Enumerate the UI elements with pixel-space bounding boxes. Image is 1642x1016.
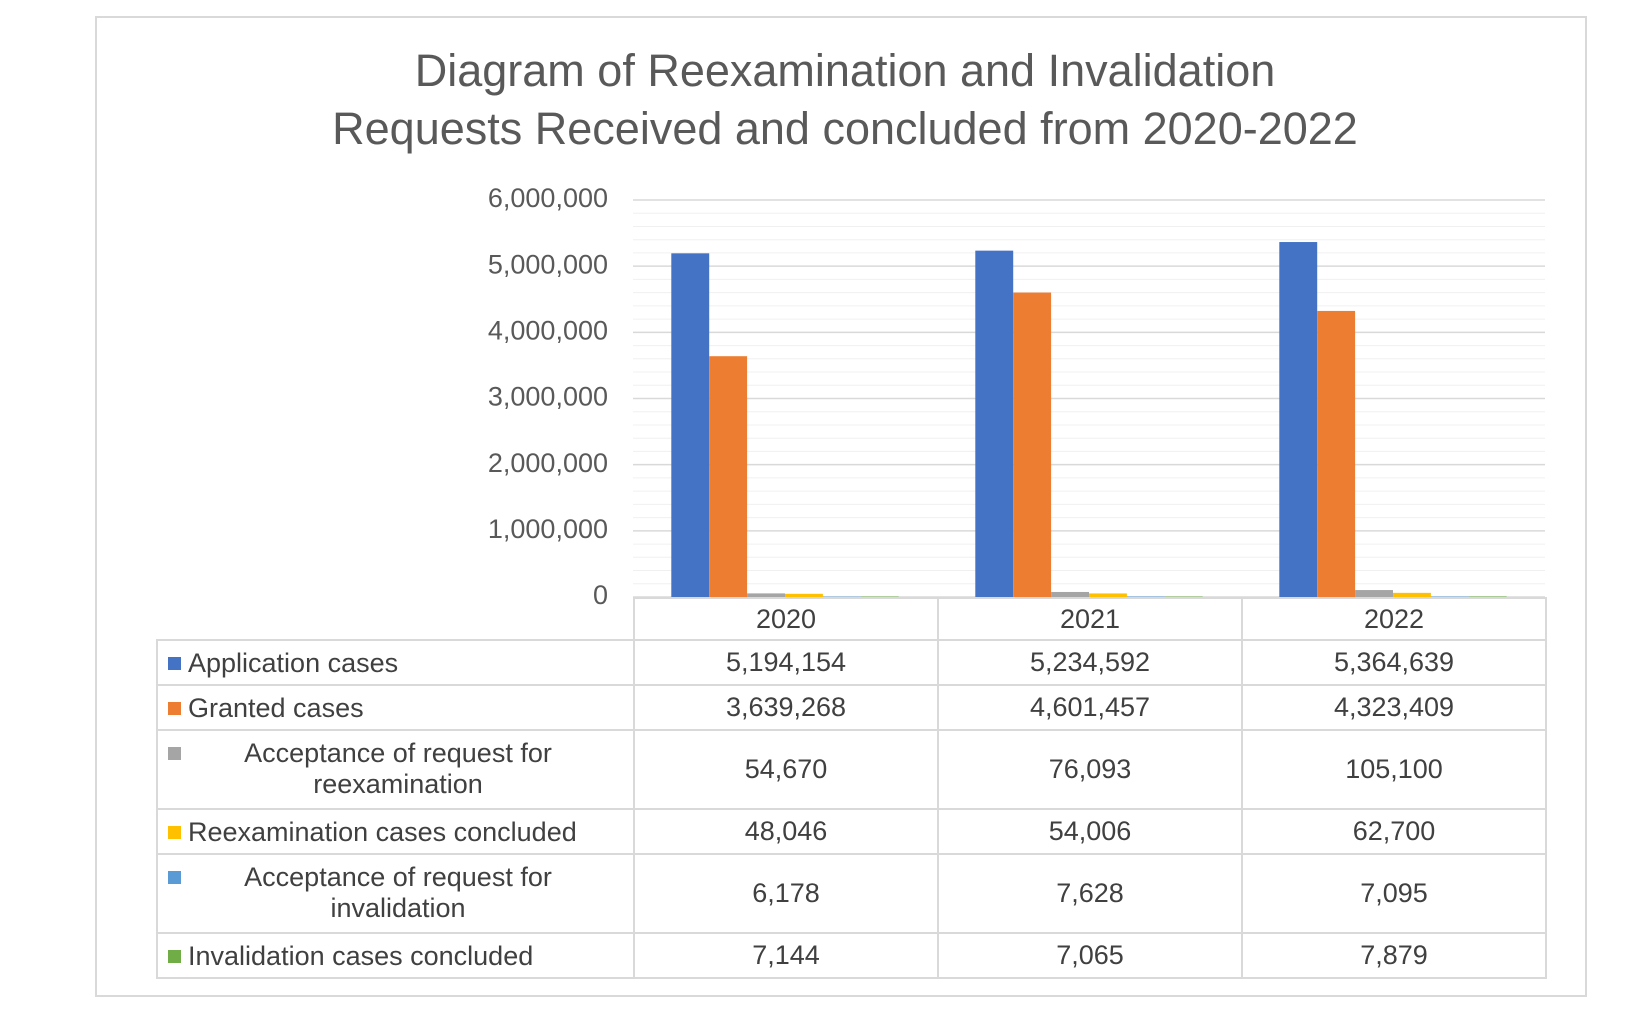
data-label: 7,628 xyxy=(937,853,1243,934)
bar xyxy=(1317,310,1356,597)
legend-label: Application cases xyxy=(188,648,399,678)
legend-label: Acceptance of request for invalidation xyxy=(244,862,552,923)
bar xyxy=(1468,596,1507,597)
x-tick-label: 2022 xyxy=(1241,597,1547,641)
bar xyxy=(1126,596,1165,597)
data-label: 7,065 xyxy=(937,932,1243,979)
data-label: 6,178 xyxy=(633,853,939,934)
legend-swatch xyxy=(168,871,181,884)
data-label: 62,700 xyxy=(1241,808,1547,855)
data-label: 76,093 xyxy=(937,729,1243,810)
y-tick-label: 4,000,000 xyxy=(488,315,608,345)
bar xyxy=(1013,292,1052,597)
data-label: 4,601,457 xyxy=(937,684,1243,731)
data-label: 3,639,268 xyxy=(633,684,939,731)
legend-label: Acceptance of request for reexamination xyxy=(244,738,552,799)
legend-entry: Acceptance of request for reexamination xyxy=(156,729,635,810)
chart-frame xyxy=(95,16,1587,997)
legend-label: Granted cases xyxy=(188,693,364,723)
bar xyxy=(1051,591,1089,597)
bar xyxy=(1279,242,1318,597)
legend-entry: Granted cases xyxy=(156,684,635,731)
data-label: 7,879 xyxy=(1241,932,1547,979)
y-tick-label: 5,000,000 xyxy=(488,249,608,279)
legend-entry: Reexamination cases concluded xyxy=(156,808,635,855)
data-label: 54,006 xyxy=(937,808,1243,855)
legend-entry: Acceptance of request for invalidation xyxy=(156,853,635,934)
chart-title: Diagram of Reexamination and Invalidatio… xyxy=(332,45,1358,154)
data-label: 54,670 xyxy=(633,729,939,810)
x-tick-label: 2021 xyxy=(937,597,1243,641)
y-tick-label: 6,000,000 xyxy=(488,183,608,213)
bar xyxy=(709,356,748,597)
y-tick-label: 0 xyxy=(593,580,608,610)
legend-entry: Invalidation cases concluded xyxy=(156,932,635,979)
y-tick-label: 3,000,000 xyxy=(488,382,608,412)
legend-label: Invalidation cases concluded xyxy=(188,941,534,971)
bar xyxy=(747,593,785,597)
bar xyxy=(1089,593,1127,597)
data-label: 5,194,154 xyxy=(633,639,939,686)
data-label: 48,046 xyxy=(633,808,939,855)
data-label: 7,095 xyxy=(1241,853,1547,934)
legend-entry: Application cases xyxy=(156,639,635,686)
y-tick-label: 2,000,000 xyxy=(488,448,608,478)
legend-swatch xyxy=(168,702,181,715)
legend-swatch xyxy=(168,747,181,760)
data-label: 4,323,409 xyxy=(1241,684,1547,731)
data-label: 105,100 xyxy=(1241,729,1547,810)
legend-swatch xyxy=(168,657,181,670)
data-label: 5,364,639 xyxy=(1241,639,1547,686)
bar xyxy=(975,250,1014,597)
bar xyxy=(785,593,823,597)
x-tick-label: 2020 xyxy=(633,597,939,641)
legend-label: Reexamination cases concluded xyxy=(188,817,577,847)
bar xyxy=(671,253,710,598)
legend-swatch xyxy=(168,826,181,839)
y-tick-label: 1,000,000 xyxy=(488,514,608,544)
bar xyxy=(1355,590,1393,597)
bar xyxy=(1393,592,1431,597)
legend-swatch xyxy=(168,950,181,963)
data-label: 5,234,592 xyxy=(937,639,1243,686)
data-label: 7,144 xyxy=(633,932,939,979)
